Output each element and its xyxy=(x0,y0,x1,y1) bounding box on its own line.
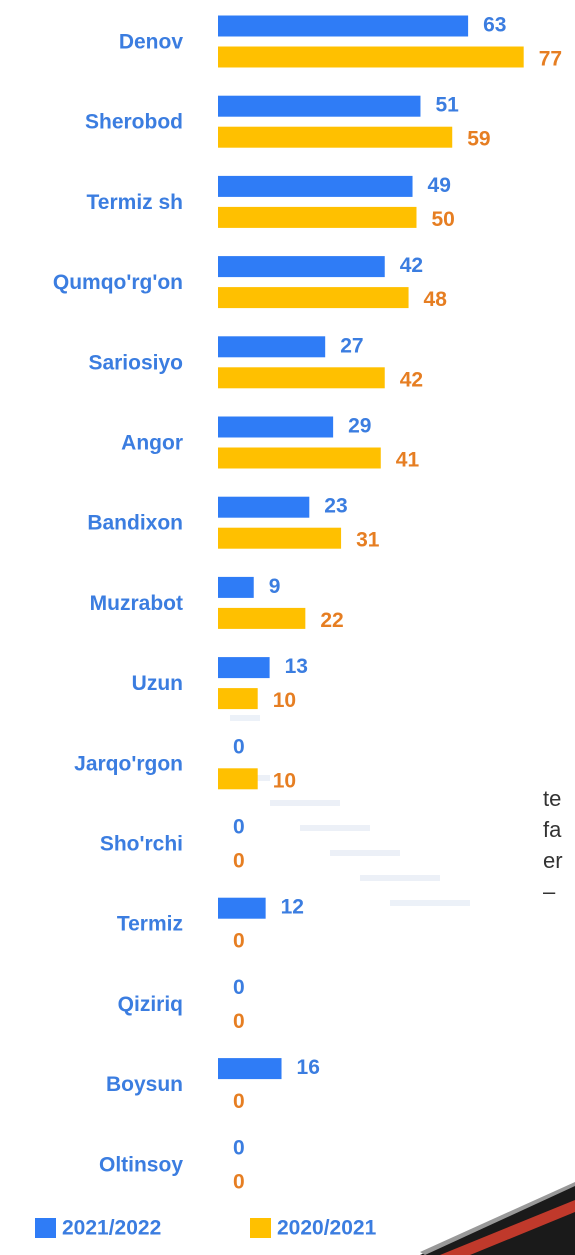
value-label: 0 xyxy=(233,930,245,953)
bar xyxy=(218,206,417,228)
category-label: Jarqo'rgon xyxy=(74,752,183,775)
bar xyxy=(218,768,258,790)
value-label: 0 xyxy=(233,1170,245,1193)
category-label: Qiziriq xyxy=(118,993,183,1016)
category-label: Sherobod xyxy=(85,111,183,134)
bar xyxy=(218,607,306,629)
value-label: 51 xyxy=(435,94,459,117)
bar xyxy=(218,416,334,438)
bar xyxy=(218,576,254,598)
value-label: 16 xyxy=(297,1056,320,1079)
value-label: 63 xyxy=(483,14,506,37)
legend-label: 2020/2021 xyxy=(277,1217,377,1240)
legend-swatch xyxy=(35,1218,56,1238)
bar xyxy=(218,256,385,278)
category-label: Qumqo'rg'on xyxy=(53,271,183,294)
bar xyxy=(218,126,453,148)
value-label: 49 xyxy=(428,174,451,197)
value-label: 10 xyxy=(273,769,296,792)
value-label: 0 xyxy=(233,1136,245,1159)
annotation: er xyxy=(543,848,563,873)
bar xyxy=(218,367,385,389)
annotation: – xyxy=(543,879,556,904)
value-label: 42 xyxy=(400,368,423,391)
category-label: Termiz xyxy=(117,913,183,936)
annotation: fa xyxy=(543,817,562,842)
decoration xyxy=(230,715,470,906)
value-label: 0 xyxy=(233,735,245,758)
bar xyxy=(218,897,266,919)
value-label: 0 xyxy=(233,976,245,999)
bar xyxy=(218,1058,282,1080)
bar xyxy=(218,657,270,679)
bar xyxy=(218,496,310,518)
category-label: Boysun xyxy=(106,1073,183,1096)
value-label: 42 xyxy=(400,254,423,277)
value-label: 31 xyxy=(356,529,380,552)
value-label: 0 xyxy=(233,850,245,873)
bar xyxy=(218,287,409,309)
category-label: Sho'rchi xyxy=(100,833,183,856)
value-label: 27 xyxy=(340,334,363,357)
value-label: 0 xyxy=(233,1010,245,1033)
value-label: 48 xyxy=(424,288,448,311)
annotation: te xyxy=(543,786,561,811)
bar xyxy=(218,447,381,469)
value-label: 29 xyxy=(348,415,371,438)
value-label: 10 xyxy=(273,689,296,712)
category-label: Denov xyxy=(119,31,184,54)
value-label: 59 xyxy=(467,128,490,151)
bar xyxy=(218,95,421,117)
corner-decoration xyxy=(420,1182,575,1255)
value-label: 77 xyxy=(539,48,562,71)
value-label: 50 xyxy=(432,208,455,231)
category-label: Termiz sh xyxy=(87,191,183,214)
value-label: 0 xyxy=(233,1090,245,1113)
value-label: 0 xyxy=(233,816,245,839)
value-label: 22 xyxy=(320,609,343,632)
bar xyxy=(218,15,469,37)
category-label: Muzrabot xyxy=(90,592,183,615)
value-label: 41 xyxy=(396,449,420,472)
bar xyxy=(218,46,524,68)
value-label: 9 xyxy=(269,575,281,598)
bar xyxy=(218,688,258,710)
category-label: Oltinsoy xyxy=(99,1153,183,1176)
category-label: Sariosiyo xyxy=(88,351,183,374)
bar xyxy=(218,527,342,549)
bar xyxy=(218,175,413,197)
category-label: Uzun xyxy=(132,672,183,695)
legend-swatch xyxy=(250,1218,271,1238)
value-label: 12 xyxy=(281,896,304,919)
value-label: 23 xyxy=(324,495,347,518)
bar xyxy=(218,336,326,358)
legend-label: 2021/2022 xyxy=(62,1217,161,1240)
category-label: Angor xyxy=(121,432,183,455)
category-label: Bandixon xyxy=(87,512,183,535)
value-label: 13 xyxy=(285,655,308,678)
